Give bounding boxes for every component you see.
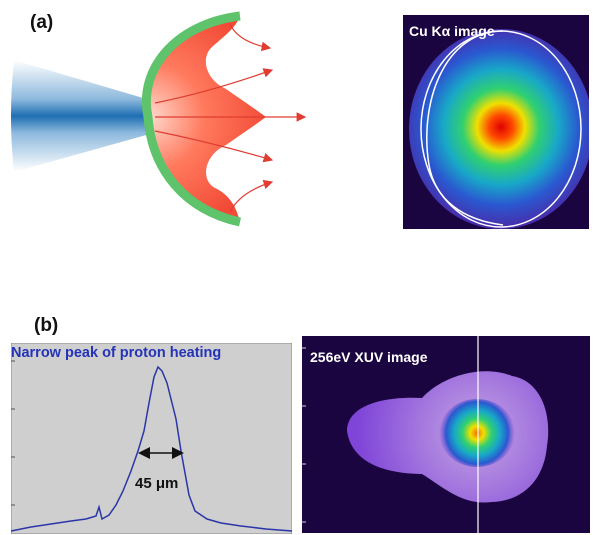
heating-lineout-plot: Narrow peak of proton heating 45 μm bbox=[11, 343, 292, 534]
target-projection-arc bbox=[426, 30, 504, 226]
xuv-image: 256eV XUV image bbox=[302, 336, 590, 533]
plot-background bbox=[11, 343, 292, 534]
target-shell bbox=[146, 16, 266, 222]
target-schematic bbox=[11, 11, 307, 227]
proton-arrow bbox=[229, 23, 272, 52]
cu-kalpha-title: Cu Kα image bbox=[409, 23, 495, 39]
proton-arrow bbox=[154, 68, 274, 104]
heating-profile-curve bbox=[11, 365, 292, 532]
proton-arrow bbox=[154, 130, 274, 163]
panel-a-label: (a) bbox=[30, 12, 54, 33]
lineout-title: Narrow peak of proton heating bbox=[11, 345, 222, 361]
laser-cone bbox=[11, 60, 150, 172]
target-front-layer bbox=[142, 11, 241, 227]
xuv-title: 256eV XUV image bbox=[310, 349, 428, 365]
kalpha-emission bbox=[409, 29, 589, 229]
proton-arrow bbox=[229, 179, 274, 213]
fwhm-label: 45 μm bbox=[135, 475, 179, 492]
xuv-hot-spot bbox=[439, 399, 515, 467]
panel-b-label: (b) bbox=[34, 315, 59, 336]
cu-kalpha-image: Cu Kα image bbox=[403, 15, 589, 229]
